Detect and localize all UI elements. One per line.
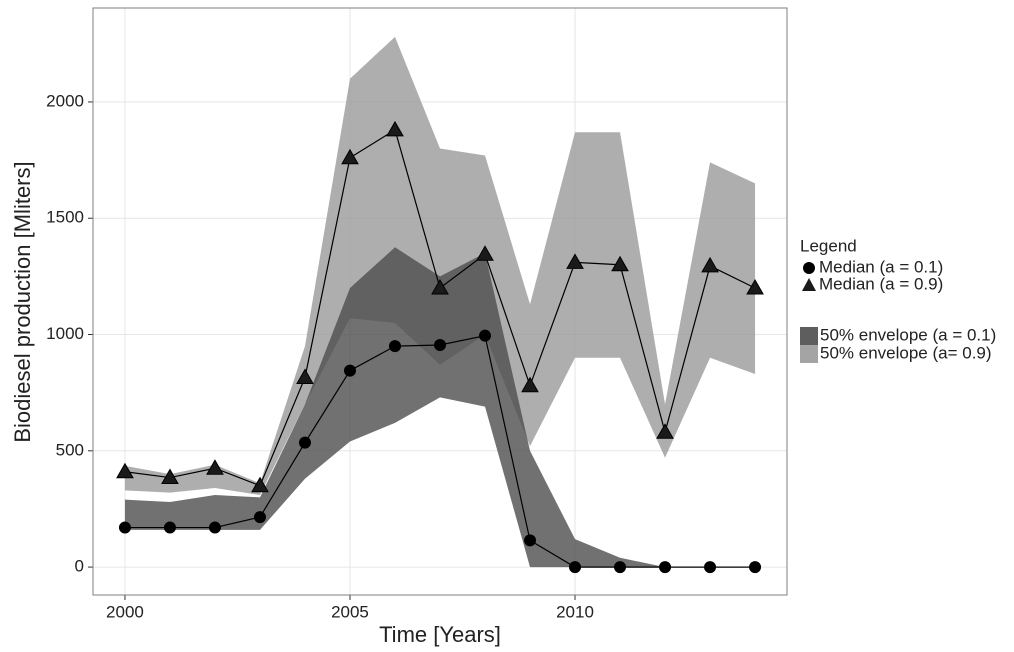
triangle-marker xyxy=(476,245,494,261)
triangle-marker xyxy=(206,459,224,475)
legend-label: Median (a = 0.9) xyxy=(819,274,943,293)
circle-marker xyxy=(163,521,176,534)
triangle-marker xyxy=(656,423,674,439)
triangle-marker xyxy=(116,462,134,479)
triangle-marker xyxy=(296,368,314,385)
triangle-marker xyxy=(431,279,449,295)
x-tick-label: 2005 xyxy=(331,602,369,621)
legend-label: 50% envelope (a= 0.9) xyxy=(820,343,992,362)
y-tick-label: 0 xyxy=(75,557,84,576)
circle-marker xyxy=(343,364,356,377)
legend-key xyxy=(800,327,818,345)
triangle-marker xyxy=(611,255,629,272)
triangle-marker xyxy=(701,256,719,273)
y-tick-label: 1000 xyxy=(46,324,84,343)
x-tick-label: 2000 xyxy=(106,602,144,621)
triangle-marker xyxy=(161,468,179,485)
triangle-marker xyxy=(341,148,359,165)
legend-key xyxy=(802,278,816,291)
legend-label: Median (a = 0.1) xyxy=(819,257,943,276)
legend-label: 50% envelope (a = 0.1) xyxy=(820,325,996,344)
legend-key xyxy=(800,345,818,363)
circle-marker xyxy=(253,511,266,524)
triangle-marker xyxy=(386,120,404,137)
x-axis-title: Time [Years] xyxy=(379,622,501,647)
triangle-marker xyxy=(746,279,764,295)
circle-marker xyxy=(434,338,446,351)
legend-title: Legend xyxy=(800,236,857,255)
triangle-marker xyxy=(251,476,269,493)
circle-marker xyxy=(749,561,762,574)
circle-marker xyxy=(524,534,537,547)
y-tick-label: 2000 xyxy=(46,91,84,110)
circle-marker xyxy=(704,561,717,574)
circle-marker xyxy=(388,340,401,353)
legend-key xyxy=(803,262,815,274)
y-axis-title: Biodiesel production [Mliters] xyxy=(10,161,35,442)
y-tick-label: 500 xyxy=(56,440,84,459)
x-tick-label: 2010 xyxy=(556,602,594,621)
triangle-marker xyxy=(566,253,584,269)
circle-marker xyxy=(118,521,131,534)
circle-marker xyxy=(569,561,582,574)
triangle-marker xyxy=(521,376,539,393)
envelope-band xyxy=(124,36,756,495)
y-tick-label: 1500 xyxy=(46,208,84,227)
circle-marker xyxy=(208,521,221,534)
envelope-band xyxy=(124,247,756,568)
plot-border xyxy=(92,7,788,596)
circle-marker xyxy=(479,329,492,342)
circle-marker xyxy=(614,561,627,574)
circle-marker xyxy=(298,436,311,449)
circle-marker xyxy=(659,561,672,574)
